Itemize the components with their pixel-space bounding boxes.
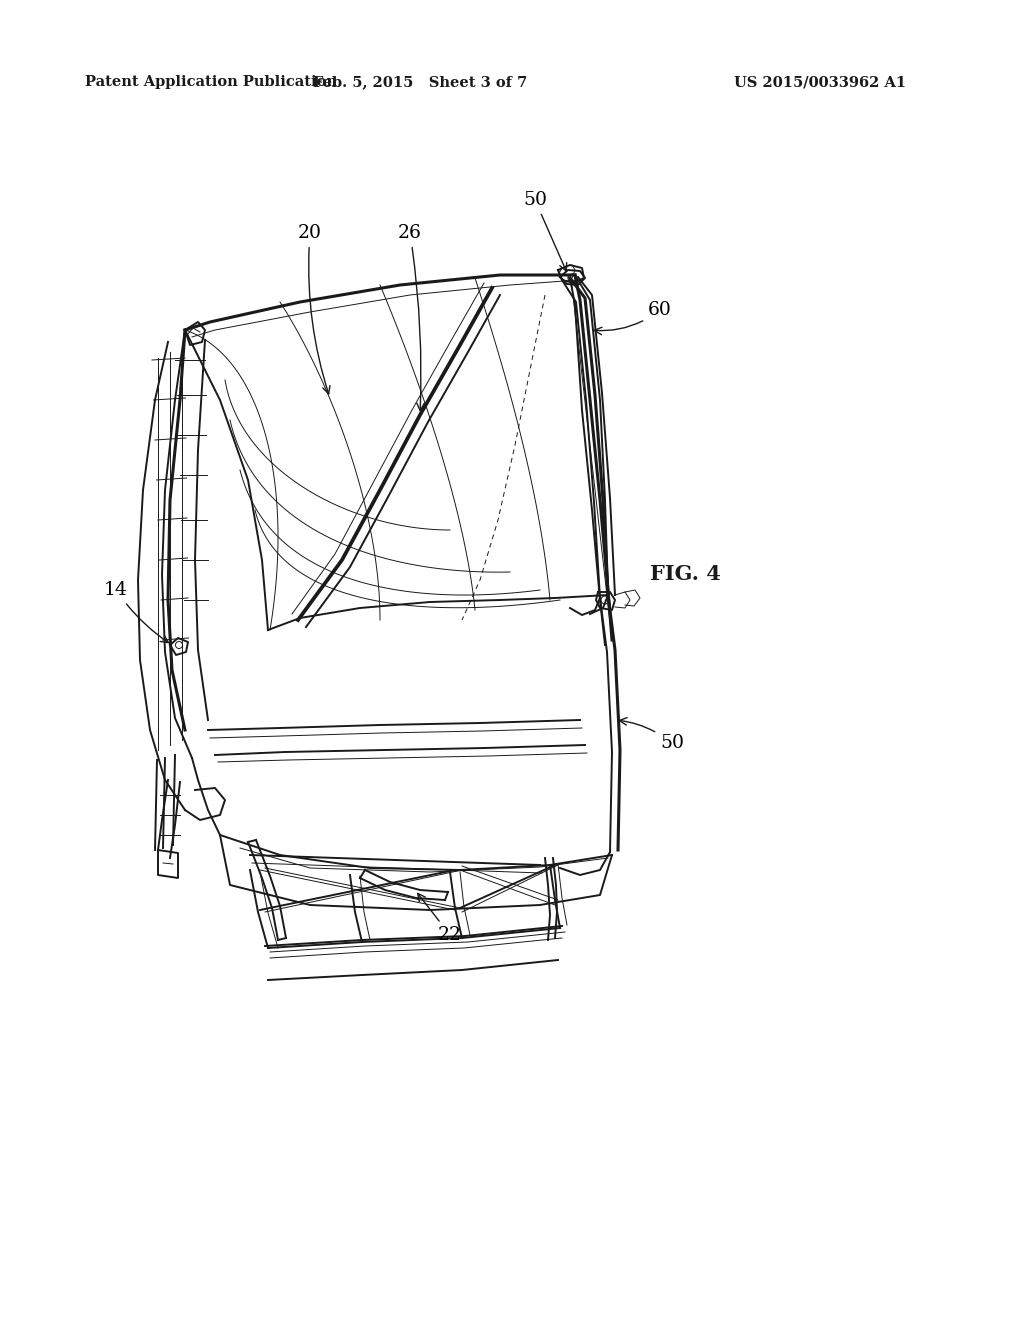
Text: 20: 20 <box>298 224 330 393</box>
Text: US 2015/0033962 A1: US 2015/0033962 A1 <box>734 75 906 88</box>
Text: 50: 50 <box>620 718 684 752</box>
Text: FIG. 4: FIG. 4 <box>650 564 721 585</box>
Text: 60: 60 <box>594 301 672 335</box>
Text: 22: 22 <box>418 894 462 944</box>
Text: 26: 26 <box>398 224 424 411</box>
Text: Patent Application Publication: Patent Application Publication <box>85 75 337 88</box>
Text: 14: 14 <box>104 581 168 643</box>
Text: Feb. 5, 2015   Sheet 3 of 7: Feb. 5, 2015 Sheet 3 of 7 <box>313 75 527 88</box>
Text: 50: 50 <box>523 191 566 271</box>
